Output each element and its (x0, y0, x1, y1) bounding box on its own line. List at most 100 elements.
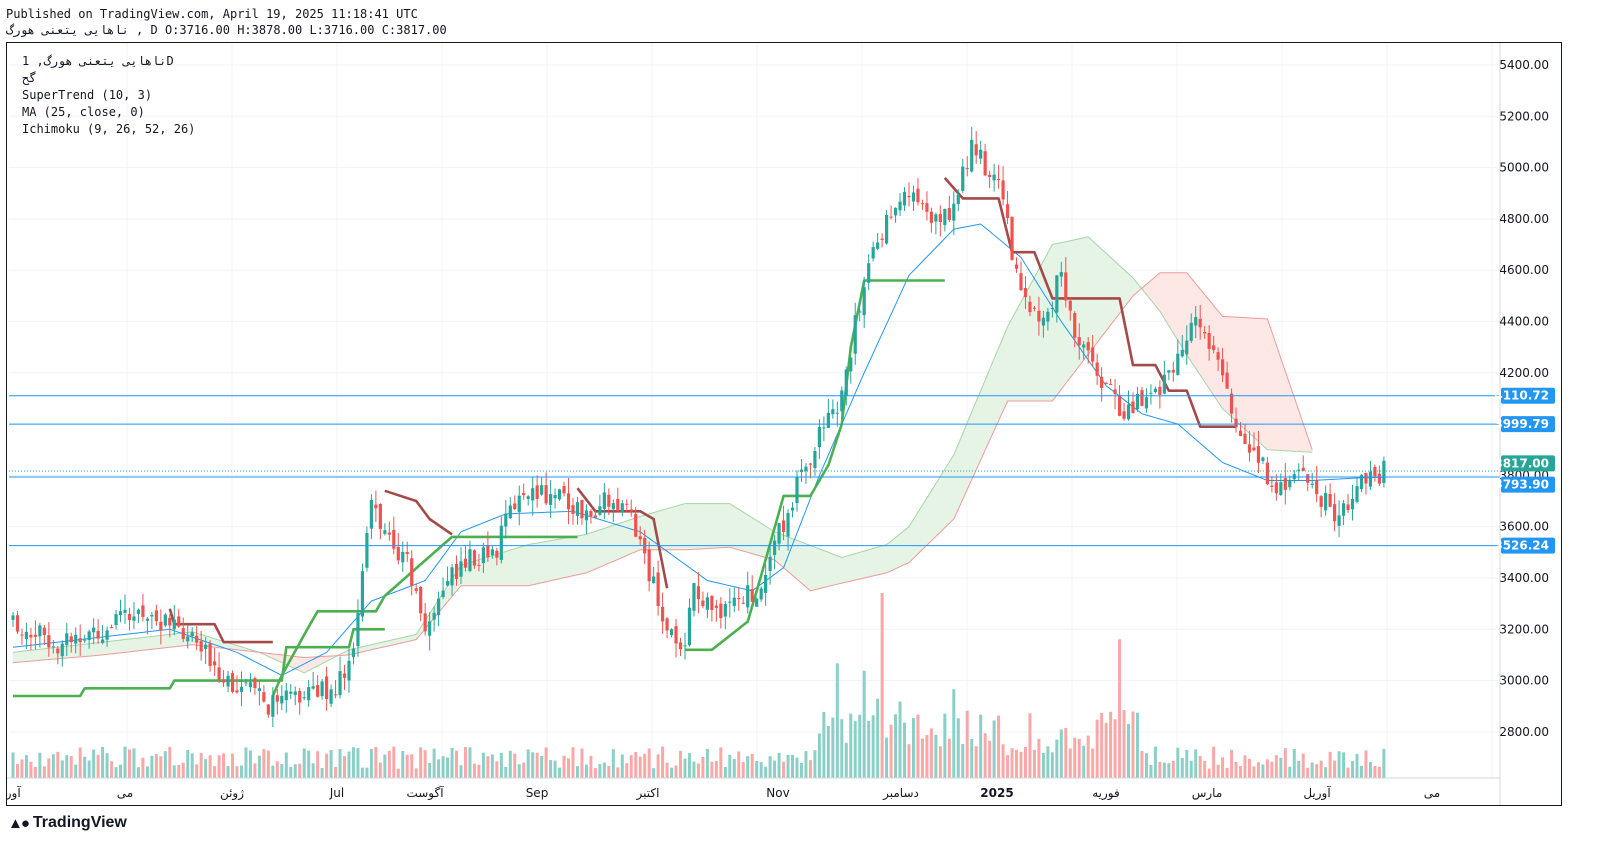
y-tick-label: 4400.00 (1499, 314, 1549, 328)
candle-body (1261, 457, 1265, 461)
y-tick-label: 3400.00 (1499, 571, 1549, 585)
ichimoku-cloud-segment (111, 640, 117, 655)
candle-body (853, 315, 857, 354)
volume-bar (795, 757, 799, 778)
candle-body (665, 618, 669, 631)
candle-body (692, 583, 696, 611)
y-tick-label: 5000.00 (1499, 161, 1549, 175)
legend-supertrend[interactable]: SuperTrend (10, 3) (22, 88, 153, 102)
volume-bar (916, 714, 920, 778)
candle-body (728, 601, 732, 603)
volume-bar (110, 761, 114, 778)
volume-bar (777, 752, 781, 778)
candle-body (929, 211, 933, 223)
volume-bar (150, 755, 154, 778)
volume-bar (334, 766, 338, 778)
supertrend-down-line (943, 177, 1236, 428)
volume-bar (450, 747, 454, 778)
candle-body (804, 466, 808, 472)
brand-text: TradingView (32, 814, 127, 831)
volume-bar (867, 720, 871, 778)
volume-bar (665, 762, 669, 778)
candle-body (696, 586, 701, 600)
last-price-label-bg (1501, 455, 1555, 472)
ichimoku-cloud-segment (702, 503, 708, 550)
candle-body (495, 550, 499, 558)
volume-bar (652, 768, 656, 778)
candle-body (11, 615, 15, 620)
volume-bar (65, 755, 69, 778)
candle-body (419, 586, 423, 614)
candle-body (378, 503, 382, 529)
ichimoku-cloud-segment (693, 503, 699, 550)
legend-ma[interactable]: MA (25, close, 0) (22, 105, 145, 119)
candle-body (33, 634, 37, 637)
candle-body (396, 546, 400, 561)
ichimoku-cloud-segment (586, 532, 592, 574)
candle-body (1373, 466, 1377, 477)
volume-bar (589, 755, 593, 778)
candle-body (1333, 504, 1337, 522)
candle-body (1109, 384, 1113, 386)
volume-bar (813, 750, 817, 778)
volume-bar (625, 763, 629, 778)
ichimoku-cloud-segment (1235, 316, 1241, 426)
volume-bar (1158, 761, 1162, 778)
x-tick-label: فوریه (1092, 786, 1120, 801)
volume-bar (1239, 766, 1243, 778)
legend-ichimoku[interactable]: Ichimoku (9, 26, 52, 26) (22, 122, 196, 136)
candle-body (974, 144, 978, 156)
candle-body (1265, 462, 1269, 485)
volume-bar (199, 752, 203, 778)
volume-bar (988, 740, 992, 778)
volume-bar (1207, 768, 1211, 778)
chart-frame[interactable]: 2800.00 3000.00 3200.00 3400.00 3600.00 3800.… (6, 42, 1562, 806)
volume-bar (387, 750, 391, 778)
candle-body (705, 597, 709, 610)
candle-body (1135, 393, 1140, 410)
candle-body (239, 686, 244, 692)
ichimoku-cloud-segment (819, 548, 825, 589)
candle-body (746, 585, 750, 608)
volume-bar (504, 766, 508, 778)
volume-bar (1377, 766, 1381, 778)
ichimoku-cloud-segment (527, 543, 533, 587)
candle-body (549, 494, 553, 505)
volume-bar (141, 757, 145, 778)
volume-bar (656, 754, 660, 778)
candle-body (275, 695, 279, 702)
ichimoku-cloud-segment (787, 536, 793, 577)
x-tick-label: Sep (526, 786, 549, 800)
volume-bar (602, 762, 606, 778)
volume-bar (405, 754, 409, 778)
volume-bar (1068, 748, 1072, 778)
candle-body (938, 214, 942, 223)
volume-bar (764, 766, 768, 778)
candle-body (454, 563, 459, 579)
volume-bar (311, 763, 315, 778)
candle-body (1270, 485, 1274, 487)
ichimoku-cloud-segment (931, 482, 937, 542)
candlestick-chart[interactable]: 2800.003000.003200.003400.003600.003800.… (7, 43, 1561, 805)
candle-body (1185, 340, 1189, 355)
candle-body (307, 687, 311, 701)
candle-body (661, 606, 665, 622)
volume-bar (1140, 751, 1144, 778)
volume-bar (746, 756, 750, 778)
volume-bar (1144, 753, 1148, 778)
candle-body (60, 643, 64, 657)
volume-bar (1086, 735, 1090, 778)
volume-bar (186, 749, 190, 778)
candle-body (150, 614, 154, 617)
volume-bar (643, 753, 647, 778)
ichimoku-cloud-segment (97, 641, 103, 656)
candle-body (195, 635, 199, 643)
candle-body (1315, 480, 1319, 495)
candle-body (880, 238, 884, 240)
volume-bar (383, 754, 387, 778)
candle-body (445, 581, 450, 586)
candle-body (1328, 493, 1332, 507)
candle-body (1158, 386, 1162, 395)
candle-body (42, 627, 46, 635)
candle-body (1113, 389, 1117, 395)
